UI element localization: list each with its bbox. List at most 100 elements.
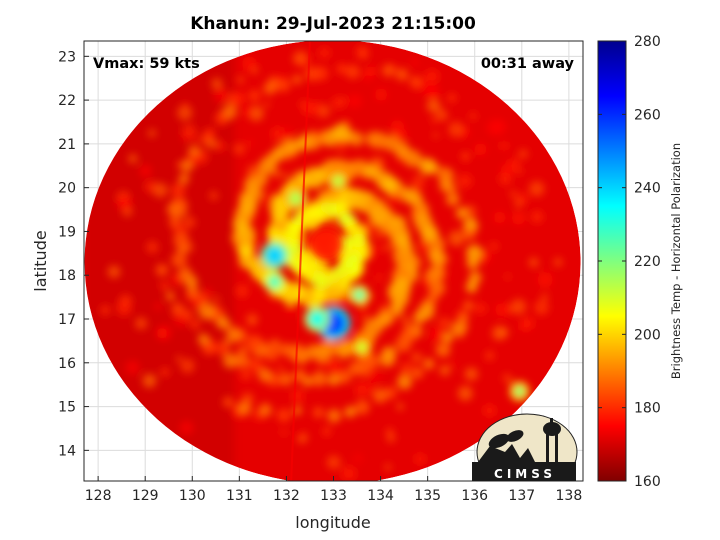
rain-cell [379, 351, 396, 367]
rain-cell [171, 183, 186, 198]
rain-cell [344, 406, 356, 418]
rain-cell [125, 360, 140, 375]
cimss-logo-text: CIMSS [494, 467, 556, 481]
x-axis-label: longitude [295, 513, 370, 532]
rain-cell [502, 373, 512, 383]
rain-cell [499, 141, 509, 151]
rain-cell [290, 389, 305, 403]
rain-cell [313, 66, 329, 81]
rain-cell [246, 139, 254, 147]
y-tick-6: 20 [58, 181, 76, 197]
rain-cell [175, 355, 183, 363]
rain-cell [222, 396, 234, 408]
rain-cell [216, 343, 230, 356]
rain-cell [171, 252, 188, 269]
rain-cell [395, 68, 409, 81]
rain-cell [277, 364, 284, 372]
rain-cell [159, 281, 169, 291]
rain-cell [436, 109, 448, 121]
y-tick-0: 14 [58, 443, 76, 459]
rain-cell [168, 216, 181, 229]
rainband-field [100, 45, 563, 481]
rain-cell [463, 300, 474, 311]
x-tick-6: 134 [367, 488, 394, 504]
rain-cell [395, 335, 412, 353]
rain-cell [188, 145, 201, 158]
rain-cell [411, 175, 425, 189]
rain-cell [242, 106, 253, 117]
rain-cell [186, 285, 200, 299]
rain-cell [435, 342, 451, 358]
rain-cell [312, 406, 324, 419]
rain-cell [541, 293, 549, 301]
rain-cell [510, 298, 527, 315]
y-tick-1: 15 [58, 400, 76, 416]
rain-cell [248, 105, 264, 122]
rain-cell [165, 291, 175, 301]
rain-cell [271, 126, 285, 141]
rain-cell [335, 340, 354, 359]
rain-cell [355, 399, 370, 415]
rain-cell [336, 63, 347, 75]
rain-cell [374, 88, 388, 102]
x-tick-0: 128 [85, 488, 112, 504]
rain-cell [237, 401, 252, 416]
cimss-logo: CIMSS [472, 413, 578, 481]
rain-cell [351, 233, 366, 248]
rain-cell [528, 180, 545, 197]
rain-cell [424, 160, 439, 175]
rain-cell [306, 344, 322, 360]
rain-cell [293, 406, 302, 415]
rain-cell [216, 316, 230, 330]
y-axis-label: latitude [31, 230, 50, 291]
rain-cell [327, 374, 340, 386]
rain-cell [385, 427, 394, 436]
rain-cell [425, 84, 440, 99]
rain-cell [181, 133, 190, 142]
rain-cell [258, 368, 273, 383]
rain-cell [193, 136, 200, 144]
rain-cell [372, 245, 381, 254]
rain-cell [248, 89, 261, 102]
rain-cell [374, 229, 384, 240]
rain-cell [281, 127, 294, 140]
rain-cell [148, 129, 156, 138]
rain-cell [457, 173, 473, 189]
rain-cell [400, 362, 414, 376]
rain-cell [183, 216, 196, 229]
rain-cell [516, 193, 529, 205]
rain-cell [448, 230, 465, 247]
colorbar-tick-5: 260 [634, 107, 661, 123]
rain-cell [404, 149, 422, 168]
rain-cell [139, 164, 152, 178]
rain-cell [413, 311, 426, 324]
colorbar-label: Brightness Temp - Horizontal Polarizatio… [669, 143, 683, 379]
rain-cell [198, 302, 215, 320]
rain-cell [366, 223, 375, 233]
x-tick-3: 131 [226, 488, 253, 504]
rain-cell [534, 300, 549, 315]
rain-cell [514, 386, 525, 397]
rain-cell [489, 241, 499, 251]
rain-cell [288, 191, 303, 206]
rain-cell [384, 463, 392, 471]
rain-cell [212, 295, 220, 304]
rain-cell [128, 154, 138, 164]
rain-cell [203, 127, 216, 140]
x-tick-5: 133 [320, 488, 347, 504]
x-tick-1: 129 [132, 488, 159, 504]
rain-cell [396, 403, 404, 411]
rain-cell [321, 426, 332, 437]
rain-cell [463, 227, 476, 240]
rain-cell [293, 50, 308, 66]
rain-cell [509, 190, 518, 198]
rain-cell [263, 101, 270, 108]
rain-cell [432, 132, 439, 139]
rain-cell [249, 319, 256, 326]
rain-cell [327, 408, 342, 423]
rain-cell [154, 302, 162, 311]
rain-cell [439, 364, 451, 376]
storm-eye [310, 228, 343, 261]
rain-cell [160, 367, 170, 377]
